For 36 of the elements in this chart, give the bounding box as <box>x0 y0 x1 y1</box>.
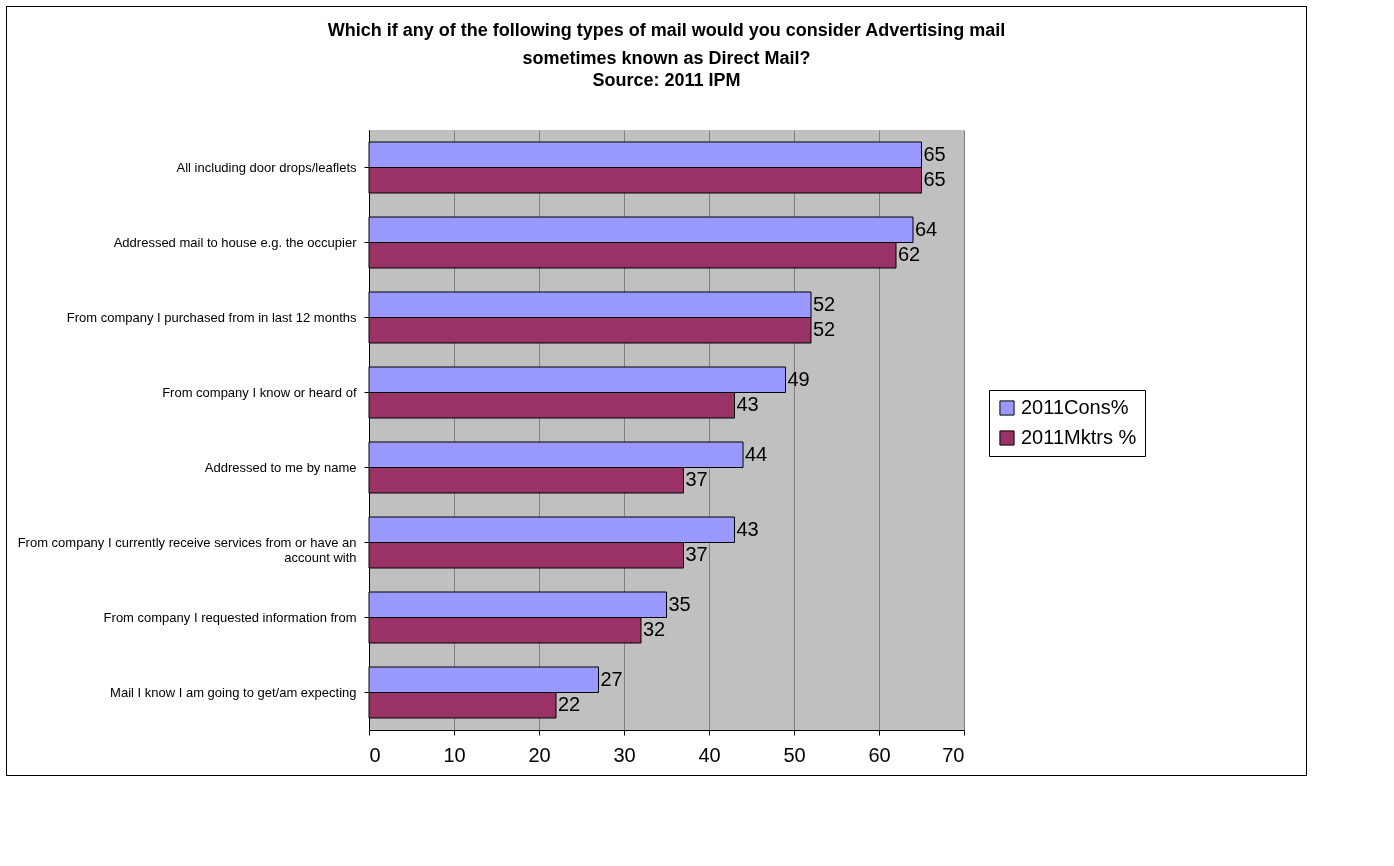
chart-subtitle: Source: 2011 IPM <box>592 70 741 90</box>
chart-title: Which if any of the following types of mail would you consider Advertising mail sometimes known as Direct Mail? <box>327 20 1006 68</box>
y-tick-label: From company I know or heard of <box>162 384 357 400</box>
y-tick-label: From company I currently receive services from or have an account with <box>17 534 357 565</box>
data-label: 49 <box>787 367 810 390</box>
data-label: 52 <box>813 318 836 341</box>
x-tick-label: 60 <box>868 743 891 766</box>
x-tick-label: 0 <box>369 743 381 766</box>
data-label: 62 <box>898 243 921 266</box>
y-tick-label: Addressed to me by name <box>204 459 357 475</box>
data-label: 44 <box>745 442 768 465</box>
data-label: 43 <box>736 393 759 416</box>
data-label: 37 <box>685 543 708 566</box>
data-label: 65 <box>923 168 946 191</box>
x-tick-label: 30 <box>613 743 636 766</box>
data-label: 65 <box>923 142 946 165</box>
legend-label: 2011Cons% <box>1021 396 1129 418</box>
data-label: 43 <box>736 517 759 540</box>
data-label: 64 <box>915 217 938 240</box>
data-label: 37 <box>685 468 708 491</box>
data-label: 27 <box>600 667 623 690</box>
data-label: 52 <box>813 292 836 315</box>
x-tick-label: 20 <box>528 743 551 766</box>
y-tick-label: From company I purchased from in last 12 months <box>66 309 357 325</box>
data-label: 35 <box>668 592 691 615</box>
legend-label: 2011Mktrs % <box>1021 426 1137 448</box>
y-tick-label: Addressed mail to house e.g. the occupier <box>113 234 358 250</box>
x-tick-label: 10 <box>443 743 466 766</box>
y-tick-label: Mail I know I am going to get/am expecting <box>110 684 357 700</box>
y-tick-label: All including door drops/leaflets <box>176 159 357 175</box>
x-tick-label: 40 <box>698 743 721 766</box>
x-tick-label: 70 <box>942 743 965 766</box>
y-tick-label: From company I requested information from <box>103 609 357 625</box>
x-tick-label: 50 <box>783 743 806 766</box>
data-label: 22 <box>558 693 581 716</box>
data-label: 32 <box>643 618 666 641</box>
